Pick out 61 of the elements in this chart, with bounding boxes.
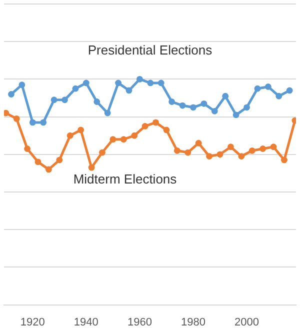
point xyxy=(136,76,143,82)
x-tick-label: 1960 xyxy=(127,316,152,328)
point xyxy=(24,146,30,152)
point xyxy=(99,149,106,156)
point xyxy=(195,140,202,146)
point xyxy=(142,123,148,130)
point xyxy=(200,100,208,107)
point xyxy=(179,102,186,109)
point xyxy=(264,84,272,90)
point xyxy=(216,151,224,158)
point xyxy=(174,147,180,154)
point xyxy=(18,82,26,88)
series-label: Presidential Elections xyxy=(88,42,213,58)
x-tick-label: 1940 xyxy=(74,316,98,328)
point xyxy=(232,112,240,118)
point xyxy=(152,119,159,126)
point xyxy=(115,80,122,86)
point xyxy=(270,144,277,150)
series-label: Midterm Elections xyxy=(73,172,178,187)
point xyxy=(104,110,111,116)
point xyxy=(120,136,127,143)
point xyxy=(244,104,250,111)
point xyxy=(40,119,47,126)
point xyxy=(276,92,282,100)
point xyxy=(94,98,100,105)
point xyxy=(184,149,192,156)
point xyxy=(227,144,234,150)
point xyxy=(131,132,138,139)
point xyxy=(222,92,229,100)
point xyxy=(147,80,154,86)
point xyxy=(88,164,95,171)
point xyxy=(254,85,261,92)
point xyxy=(110,136,116,143)
point xyxy=(190,104,196,111)
point xyxy=(29,119,36,126)
point xyxy=(66,132,74,139)
point xyxy=(211,108,218,114)
point xyxy=(62,96,68,104)
point xyxy=(206,153,212,160)
point xyxy=(56,156,63,164)
point xyxy=(82,80,90,86)
point xyxy=(286,87,293,94)
point xyxy=(34,158,42,166)
x-tick-label: 2000 xyxy=(234,316,259,328)
point xyxy=(158,80,164,86)
x-tick-label: 1920 xyxy=(20,316,45,328)
point xyxy=(281,156,288,164)
point xyxy=(45,166,52,173)
point xyxy=(238,153,245,160)
point xyxy=(260,146,266,152)
x-tick-label: 1980 xyxy=(180,316,206,328)
point xyxy=(72,85,79,92)
point xyxy=(163,126,170,134)
point xyxy=(13,115,20,122)
point xyxy=(248,147,256,154)
point xyxy=(50,96,58,104)
point xyxy=(78,126,84,134)
point xyxy=(126,87,132,94)
point xyxy=(4,110,10,116)
point xyxy=(168,98,176,105)
point xyxy=(8,91,14,98)
